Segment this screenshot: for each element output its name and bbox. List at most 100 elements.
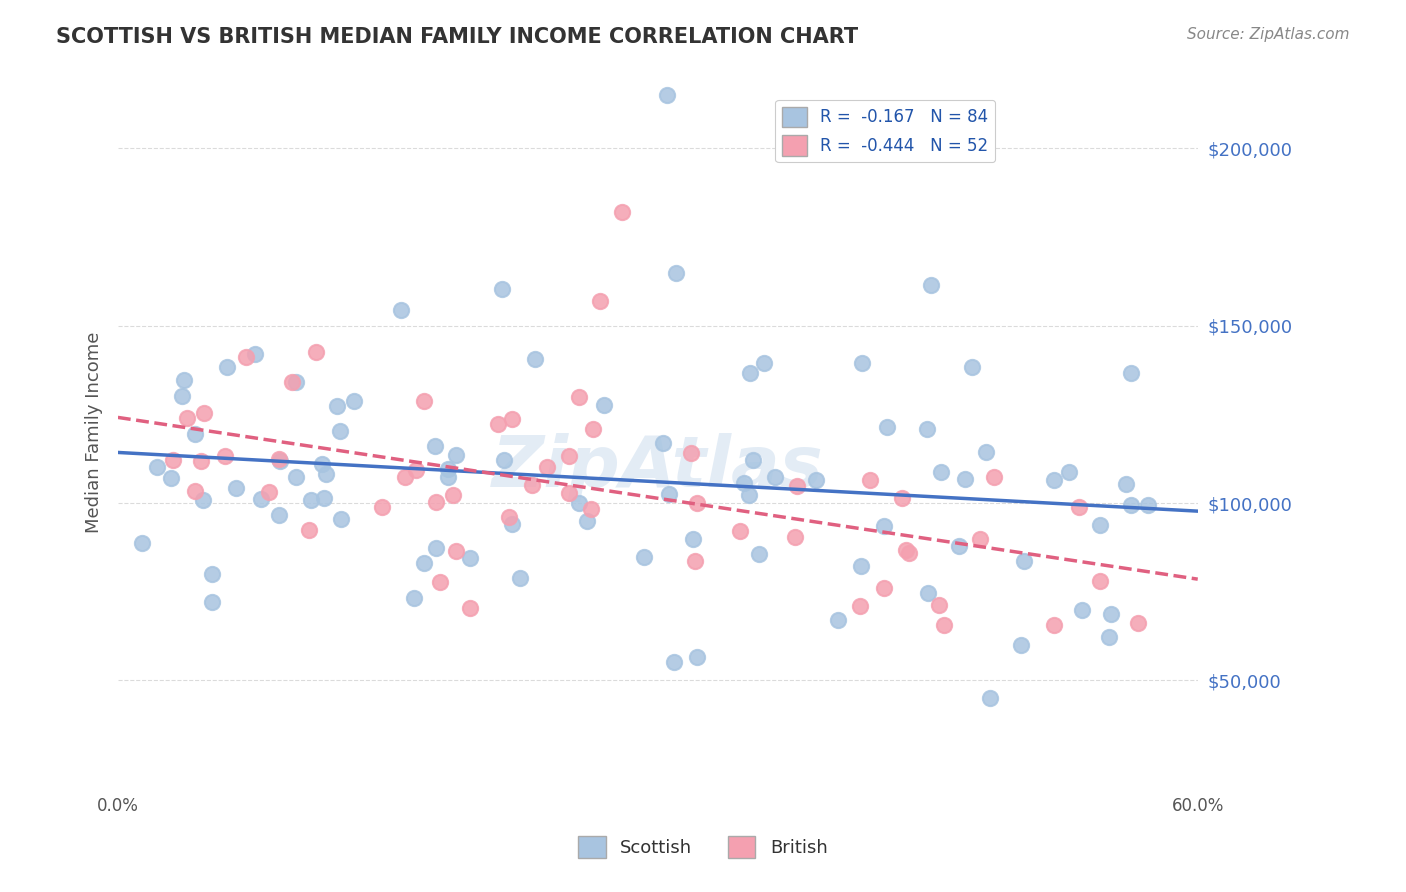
Point bbox=[1119, 498, 1142, 512]
Point bbox=[444, 544, 467, 558]
Legend: Scottish, British: Scottish, British bbox=[571, 829, 835, 865]
Point bbox=[441, 488, 464, 502]
Point bbox=[1070, 603, 1092, 617]
Point bbox=[437, 470, 460, 484]
Point bbox=[176, 410, 198, 425]
Point bbox=[953, 472, 976, 486]
Point bbox=[235, 350, 257, 364]
Point bbox=[633, 549, 655, 564]
Point bbox=[783, 530, 806, 544]
Point bbox=[827, 613, 849, 627]
Point bbox=[664, 655, 686, 669]
Point bbox=[979, 691, 1001, 706]
Point bbox=[1137, 498, 1160, 512]
Point bbox=[1014, 554, 1036, 568]
Point bbox=[763, 470, 786, 484]
Point bbox=[686, 496, 709, 510]
Point bbox=[786, 479, 808, 493]
Point bbox=[509, 571, 531, 585]
Point bbox=[1115, 476, 1137, 491]
Point bbox=[190, 454, 212, 468]
Point bbox=[898, 546, 921, 560]
Point bbox=[738, 366, 761, 380]
Point bbox=[131, 536, 153, 550]
Point bbox=[1098, 630, 1121, 644]
Point bbox=[299, 492, 322, 507]
Point bbox=[329, 424, 352, 438]
Point bbox=[389, 303, 412, 318]
Point bbox=[1119, 366, 1142, 380]
Point bbox=[1088, 518, 1111, 533]
Point bbox=[848, 599, 870, 613]
Point bbox=[896, 542, 918, 557]
Point bbox=[201, 566, 224, 581]
Point bbox=[920, 278, 942, 293]
Point bbox=[437, 462, 460, 476]
Point bbox=[371, 500, 394, 515]
Point bbox=[568, 390, 591, 404]
Point bbox=[520, 478, 543, 492]
Point bbox=[934, 618, 956, 632]
Point bbox=[269, 454, 291, 468]
Point bbox=[1057, 465, 1080, 479]
Point bbox=[579, 502, 602, 516]
Point bbox=[215, 359, 238, 374]
Point bbox=[685, 554, 707, 568]
Point bbox=[413, 393, 436, 408]
Point bbox=[444, 448, 467, 462]
Point bbox=[1042, 618, 1064, 632]
Point bbox=[214, 449, 236, 463]
Point bbox=[582, 422, 605, 436]
Point bbox=[851, 356, 873, 370]
Point bbox=[491, 281, 513, 295]
Point bbox=[486, 417, 509, 432]
Point bbox=[876, 420, 898, 434]
Point bbox=[682, 532, 704, 546]
Point bbox=[315, 467, 337, 481]
Point bbox=[752, 356, 775, 370]
Point bbox=[172, 389, 194, 403]
Point bbox=[404, 591, 426, 606]
Point bbox=[160, 471, 183, 485]
Point bbox=[225, 481, 247, 495]
Point bbox=[1010, 638, 1032, 652]
Point bbox=[655, 88, 678, 103]
Point bbox=[728, 524, 751, 538]
Point bbox=[191, 493, 214, 508]
Point bbox=[1099, 607, 1122, 621]
Point bbox=[460, 601, 482, 615]
Point bbox=[267, 451, 290, 466]
Point bbox=[741, 453, 763, 467]
Point bbox=[589, 293, 612, 308]
Point bbox=[679, 446, 702, 460]
Point bbox=[558, 450, 581, 464]
Point bbox=[748, 547, 770, 561]
Point bbox=[146, 459, 169, 474]
Point bbox=[917, 586, 939, 600]
Point bbox=[250, 491, 273, 506]
Text: SCOTTISH VS BRITISH MEDIAN FAMILY INCOME CORRELATION CHART: SCOTTISH VS BRITISH MEDIAN FAMILY INCOME… bbox=[56, 27, 859, 46]
Point bbox=[312, 491, 335, 505]
Point bbox=[948, 539, 970, 553]
Point bbox=[267, 508, 290, 522]
Point bbox=[962, 359, 984, 374]
Point bbox=[329, 511, 352, 525]
Point bbox=[305, 344, 328, 359]
Point bbox=[915, 422, 938, 436]
Point bbox=[501, 412, 523, 426]
Point bbox=[193, 406, 215, 420]
Point bbox=[162, 453, 184, 467]
Point bbox=[686, 650, 709, 665]
Point bbox=[652, 435, 675, 450]
Point bbox=[501, 517, 523, 532]
Point bbox=[592, 398, 614, 412]
Point bbox=[394, 470, 416, 484]
Point bbox=[969, 532, 991, 546]
Point bbox=[458, 551, 481, 566]
Point bbox=[405, 462, 427, 476]
Point bbox=[1067, 500, 1090, 514]
Point bbox=[201, 595, 224, 609]
Point bbox=[804, 473, 827, 487]
Point bbox=[343, 394, 366, 409]
Point bbox=[733, 475, 755, 490]
